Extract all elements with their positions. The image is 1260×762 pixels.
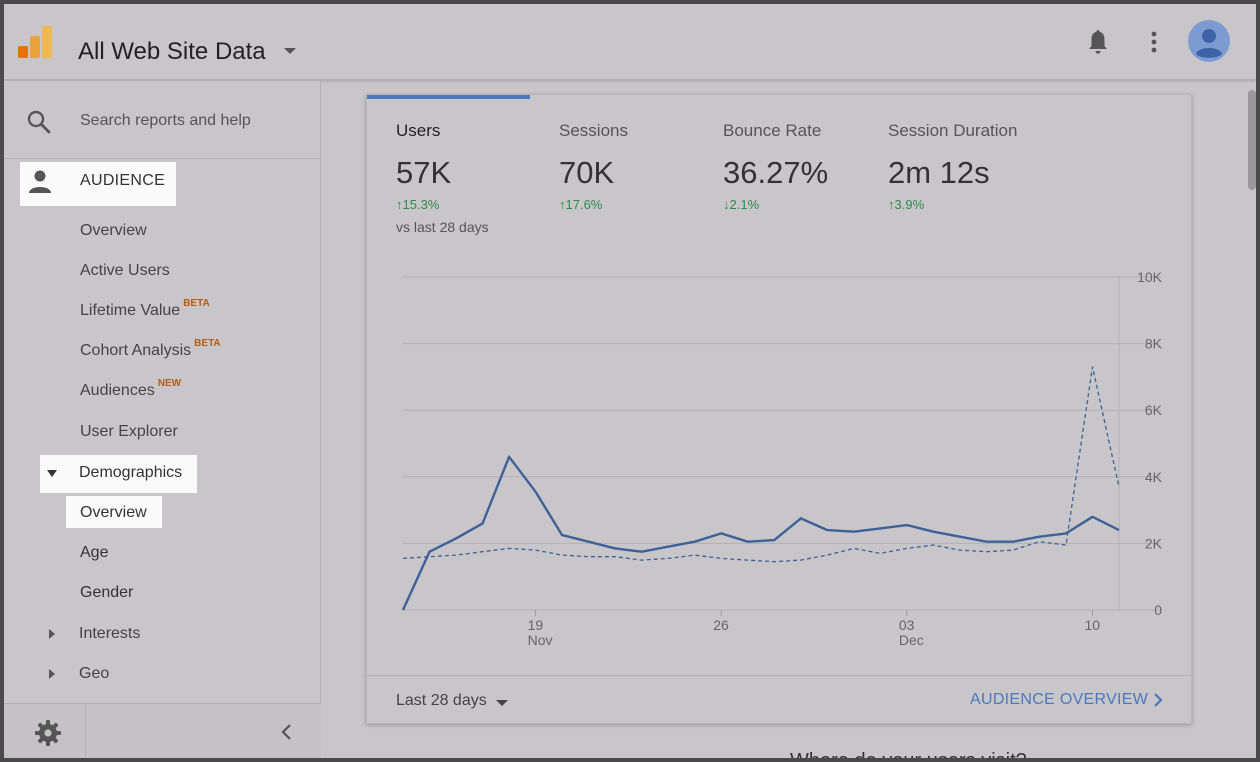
audience-section-header[interactable]: AUDIENCE: [80, 172, 166, 189]
metric-change: ↑3.9%: [888, 197, 925, 212]
comparison-period-label: vs last 28 days: [396, 219, 489, 235]
y-tick-label: 2K: [1145, 535, 1163, 551]
property-selector[interactable]: All Web Site Data: [78, 38, 266, 65]
metric-value: 57K: [396, 155, 452, 190]
current-series-line: [401, 455, 1120, 611]
date-range-selector[interactable]: Last 28 days: [396, 692, 487, 709]
date-range-dropdown-icon[interactable]: [496, 700, 508, 706]
x-tick-month-label: Dec: [899, 632, 924, 648]
audience-overview-card: Users 57K ↑15.3% Sessions 70K ↑17.6% Bou…: [366, 94, 1192, 724]
nav-item-audiences[interactable]: Audiences NEW: [80, 378, 181, 400]
metric-change: ↑15.3%: [396, 197, 440, 212]
account-avatar-icon[interactable]: [1188, 20, 1230, 62]
metric-value: 2m 12s: [888, 155, 990, 190]
x-tick-label: 03: [899, 617, 915, 633]
metric-tab-bounce-rate[interactable]: Bounce Rate 36.27% ↓2.1%: [723, 121, 828, 212]
metric-tab-session-duration[interactable]: Session Duration 2m 12s ↑3.9%: [888, 121, 1017, 212]
search-input[interactable]: [80, 109, 300, 133]
metric-change: ↓2.1%: [723, 197, 760, 212]
y-tick-label: 4K: [1145, 469, 1163, 485]
sidebar-footer: [4, 703, 321, 758]
nav-group-geo[interactable]: Geo: [79, 665, 110, 682]
new-badge: NEW: [157, 378, 182, 389]
app-window: All Web Site Data: [4, 4, 1256, 758]
audience-section-highlight: [20, 162, 176, 206]
search-bar: [4, 81, 321, 159]
property-dropdown-icon[interactable]: [284, 48, 296, 54]
card-footer: Last 28 days AUDIENCE OVERVIEW: [367, 675, 1191, 725]
metric-label: Sessions: [559, 121, 628, 140]
nav-group-interests[interactable]: Interests: [79, 625, 141, 642]
nav-item-gender[interactable]: Gender: [80, 584, 134, 601]
nav-item-cohort-analysis[interactable]: Cohort Analysis BETA: [80, 338, 221, 360]
nav-item-label: Lifetime Value: [80, 302, 181, 319]
active-metric-indicator: [367, 95, 530, 99]
nav-item-user-explorer[interactable]: User Explorer: [80, 423, 178, 440]
nav-item-overview[interactable]: Overview: [80, 222, 147, 239]
chevron-right-icon[interactable]: [1152, 690, 1164, 710]
metric-label: Bounce Rate: [723, 121, 822, 140]
search-icon[interactable]: [26, 109, 52, 135]
next-section-heading: Where do your users visit?: [790, 750, 1027, 758]
nav-item-label: Cohort Analysis: [80, 342, 192, 359]
metric-label: Session Duration: [888, 121, 1018, 140]
demographics-highlight: [40, 455, 197, 493]
settings-button[interactable]: [4, 704, 86, 758]
expand-triangle-right-icon[interactable]: [49, 669, 55, 679]
nav-item-age[interactable]: Age: [80, 544, 109, 561]
beta-badge: BETA: [194, 338, 221, 349]
metric-tab-users[interactable]: Users 57K ↑15.3%: [396, 121, 451, 212]
beta-badge: BETA: [183, 298, 210, 309]
nav-group-demographics[interactable]: Demographics: [79, 464, 183, 481]
sidebar: AUDIENCE Overview Active Users Lifetime …: [4, 81, 321, 758]
x-tick-label: 19: [528, 617, 544, 633]
expand-triangle-right-icon[interactable]: [49, 629, 55, 639]
metric-tab-sessions[interactable]: Sessions 70K ↑17.6%: [559, 121, 628, 212]
notifications-bell-icon[interactable]: [1086, 28, 1110, 56]
metric-value: 70K: [559, 155, 615, 190]
y-tick-label: 10K: [1137, 269, 1163, 285]
person-icon: [29, 170, 51, 193]
expand-triangle-down-icon[interactable]: [47, 470, 57, 477]
nav-item-label: Audiences: [80, 382, 155, 399]
demographics-overview-highlight: [66, 496, 162, 528]
x-tick-month-label: Nov: [528, 632, 553, 648]
x-tick-label: 10: [1084, 617, 1100, 633]
collapse-sidebar-chevron-icon[interactable]: [278, 722, 294, 742]
nav-item-demographics-overview[interactable]: Overview: [80, 504, 147, 521]
y-tick-label: 6K: [1145, 402, 1163, 418]
y-tick-label: 0: [1154, 602, 1162, 618]
nav-item-lifetime-value[interactable]: Lifetime Value BETA: [80, 298, 210, 320]
x-tick-label: 26: [713, 617, 729, 633]
gear-icon: [35, 720, 61, 746]
nav-item-active-users[interactable]: Active Users: [80, 262, 170, 279]
y-tick-label: 8K: [1145, 336, 1163, 352]
comparison-series-line: [402, 366, 1120, 563]
analytics-logo-icon[interactable]: [18, 24, 54, 60]
metric-value: 36.27%: [723, 155, 829, 190]
top-header: All Web Site Data: [4, 4, 1256, 80]
audience-overview-link[interactable]: AUDIENCE OVERVIEW: [970, 691, 1149, 708]
metric-change: ↑17.6%: [559, 197, 603, 212]
metric-label: Users: [396, 121, 441, 140]
main-scrollbar[interactable]: [1248, 90, 1256, 190]
more-options-icon[interactable]: [1144, 28, 1164, 56]
